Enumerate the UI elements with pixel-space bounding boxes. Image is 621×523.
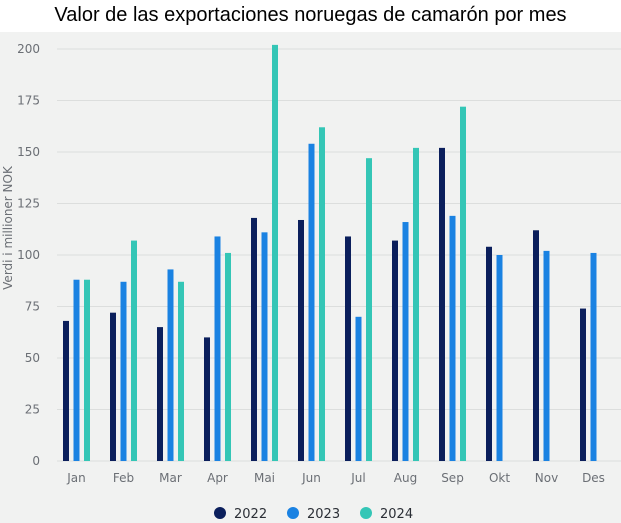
bar-2022-Feb — [110, 312, 116, 461]
x-tick-label: Okt — [489, 471, 510, 485]
y-tick-label: 175 — [17, 94, 40, 108]
bar-2022-Jun — [298, 219, 304, 461]
bar-2022-Jan — [63, 320, 69, 461]
x-tick-label: Mai — [254, 471, 275, 485]
bar-2022-Nov — [533, 230, 539, 461]
bar-2022-Jul — [345, 236, 351, 461]
y-tick-label: 50 — [25, 351, 40, 365]
bar-2023-Apr — [214, 236, 221, 461]
bar-2024-Sep — [460, 106, 466, 462]
y-tick-label: 25 — [25, 403, 40, 417]
legend-marker-2022 — [214, 507, 226, 519]
bar-2022-Mai — [251, 217, 257, 461]
bar-2022-Des — [580, 308, 586, 461]
bar-2024-Aug — [413, 147, 419, 461]
chart-title: Valor de las exportaciones noruegas de c… — [54, 4, 567, 26]
bar-2023-Sep — [449, 215, 456, 461]
bar-2023-Nov — [543, 250, 550, 461]
legend-label-2022: 2022 — [234, 507, 267, 522]
y-tick-label: 75 — [25, 300, 40, 314]
bar-2023-Okt — [496, 255, 503, 461]
bar-2022-Aug — [392, 240, 398, 461]
y-tick-label: 100 — [17, 248, 40, 262]
bar-2024-Mai — [272, 44, 278, 461]
bar-2022-Apr — [204, 337, 210, 461]
x-tick-label: Jul — [350, 471, 365, 485]
bar-2023-Mai — [261, 232, 268, 461]
x-tick-label: Aug — [394, 471, 417, 485]
y-tick-label: 200 — [17, 42, 40, 56]
bar-2023-Jun — [308, 143, 315, 461]
y-tick-label: 150 — [17, 145, 40, 159]
x-tick-label: Jun — [301, 471, 321, 485]
bar-2024-Feb — [131, 240, 137, 461]
x-tick-label: Sep — [441, 471, 464, 485]
bar-2024-Mar — [178, 281, 184, 461]
y-tick-label: 0 — [32, 454, 40, 468]
y-tick-label: 125 — [17, 197, 40, 211]
bar-2024-Apr — [225, 252, 231, 461]
bar-2023-Mar — [167, 269, 174, 461]
y-axis-label: Verdi i millioner NOK — [1, 165, 15, 290]
x-tick-label: Feb — [113, 471, 134, 485]
bar-2023-Feb — [120, 281, 127, 461]
bar-2023-Jan — [73, 279, 80, 461]
legend-marker-2024 — [360, 507, 372, 519]
bar-2023-Jul — [355, 316, 362, 461]
legend-marker-2023 — [287, 507, 299, 519]
bar-2023-Des — [590, 252, 597, 461]
bar-2023-Aug — [402, 222, 409, 461]
x-tick-label: Apr — [207, 471, 228, 485]
bar-2024-Jan — [84, 279, 90, 461]
bar-2024-Jun — [319, 127, 325, 461]
x-tick-label: Nov — [535, 471, 558, 485]
bar-2022-Mar — [157, 327, 163, 461]
x-tick-label: Jan — [66, 471, 86, 485]
bar-2022-Sep — [439, 147, 445, 461]
legend-label-2023: 2023 — [307, 507, 340, 522]
bar-2024-Jul — [366, 158, 372, 461]
x-tick-label: Mar — [159, 471, 182, 485]
x-tick-label: Des — [582, 471, 605, 485]
legend-label-2024: 2024 — [380, 507, 413, 522]
bar-2022-Okt — [486, 246, 492, 461]
